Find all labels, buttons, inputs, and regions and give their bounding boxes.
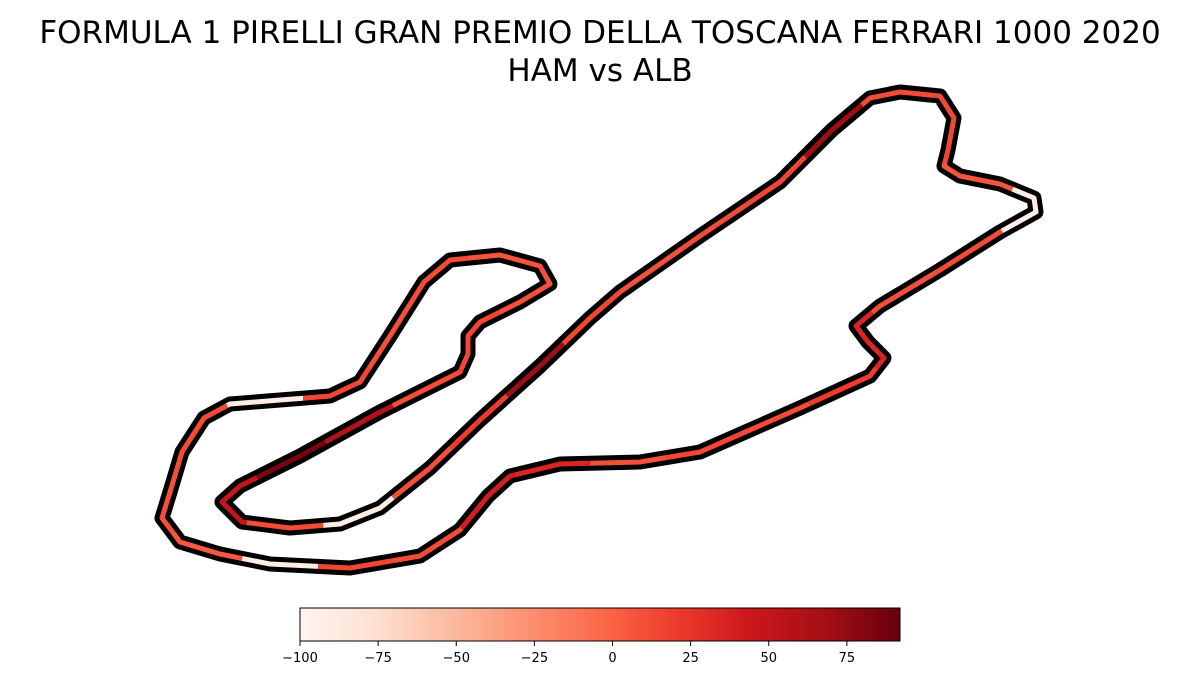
chart-title: FORMULA 1 PIRELLI GRAN PREMIO DELLA TOSC… — [39, 15, 1161, 51]
track-segment — [803, 103, 864, 159]
track-segment — [666, 432, 741, 460]
track-segment — [170, 530, 243, 561]
track-segment — [302, 366, 372, 401]
track-segment — [246, 520, 324, 531]
track-segment — [393, 526, 464, 563]
chart-subtitle: HAM vs ALB — [507, 53, 693, 89]
colorbar-tick-label: −100 — [282, 651, 318, 666]
track-segment — [618, 246, 685, 295]
track-segment — [391, 445, 453, 500]
track-segment — [241, 555, 319, 569]
track-segment — [459, 472, 516, 530]
track-segment — [744, 155, 807, 207]
colorbar-tick-label: −50 — [443, 651, 470, 666]
track-segment — [870, 269, 939, 315]
track-segment — [391, 369, 463, 408]
track-segment — [225, 395, 304, 408]
track-segment — [449, 393, 509, 450]
track-segment — [498, 266, 553, 315]
track-segment — [408, 255, 468, 305]
track-segment — [219, 475, 259, 526]
track-segments — [159, 89, 1039, 571]
track-segment — [317, 558, 395, 571]
track-segment — [681, 202, 748, 251]
colorbar-gradient — [299, 607, 901, 642]
colorbar-tick-label: 50 — [760, 651, 777, 666]
track-segment — [934, 93, 957, 164]
colorbar-ticks: −100 −75 −50 −25 0 25 50 75 — [282, 641, 855, 666]
track-segment — [860, 89, 936, 107]
track-segment — [853, 310, 887, 370]
track-segment — [561, 290, 622, 346]
track-segment — [590, 455, 668, 466]
track-segment — [324, 403, 394, 445]
track-segment — [159, 460, 182, 534]
track-segment — [941, 161, 1014, 192]
track-segment — [176, 403, 229, 463]
track-segment — [458, 309, 501, 372]
track-segment — [322, 495, 395, 528]
track-segment — [256, 439, 327, 480]
colorbar-tick-label: −25 — [521, 651, 548, 666]
track-segment — [1000, 186, 1039, 234]
track-segment — [738, 401, 811, 437]
track-segment — [808, 366, 879, 406]
track-map — [154, 84, 1044, 576]
colorbar-tick-label: −75 — [364, 651, 391, 666]
track-segment — [366, 302, 413, 370]
colorbar-tick-label: 25 — [682, 651, 699, 666]
track-segment — [514, 460, 591, 478]
colorbar-tick-label: 0 — [608, 651, 616, 666]
chart-title-block: FORMULA 1 PIRELLI GRAN PREMIO DELLA TOSC… — [0, 14, 1200, 90]
track-segment — [935, 228, 1004, 274]
track-segment — [505, 341, 566, 398]
track-segment — [466, 252, 544, 269]
colorbar-tick-label: 75 — [839, 651, 856, 666]
